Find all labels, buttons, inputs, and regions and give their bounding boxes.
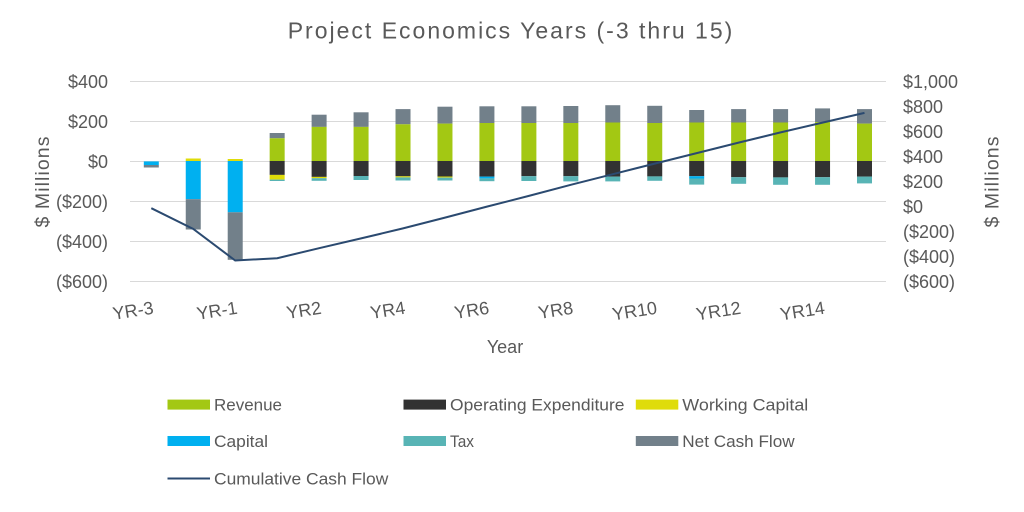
- svg-text:Cumulative Cash Flow: Cumulative Cash Flow: [214, 471, 388, 489]
- svg-text:($200): ($200): [56, 192, 108, 212]
- svg-text:$ Millions: $ Millions: [32, 136, 54, 227]
- svg-text:($400): ($400): [56, 232, 108, 252]
- svg-text:Year: Year: [487, 337, 523, 357]
- svg-text:$0: $0: [903, 197, 923, 217]
- svg-text:Working Capital: Working Capital: [682, 397, 808, 415]
- svg-text:$600: $600: [903, 122, 943, 142]
- svg-text:Project Economics Years (-3 th: Project Economics Years (-3 thru 15): [288, 18, 735, 44]
- svg-text:$800: $800: [903, 97, 943, 117]
- svg-text:$0: $0: [88, 152, 108, 172]
- svg-text:($600): ($600): [56, 272, 108, 292]
- svg-text:($200): ($200): [903, 222, 955, 242]
- svg-text:Net Cash Flow: Net Cash Flow: [682, 433, 794, 451]
- svg-text:$400: $400: [903, 147, 943, 167]
- svg-text:($600): ($600): [903, 272, 955, 292]
- svg-text:$200: $200: [903, 172, 943, 192]
- svg-text:Revenue: Revenue: [214, 397, 282, 415]
- svg-text:Capital: Capital: [214, 433, 268, 451]
- svg-text:Tax: Tax: [450, 433, 475, 451]
- svg-text:Operating Expenditure: Operating Expenditure: [450, 397, 625, 415]
- svg-text:($400): ($400): [903, 247, 955, 267]
- svg-text:$ Millions: $ Millions: [982, 136, 1004, 227]
- svg-text:$200: $200: [68, 112, 108, 132]
- svg-text:$400: $400: [68, 72, 108, 92]
- svg-text:$1,000: $1,000: [903, 72, 958, 92]
